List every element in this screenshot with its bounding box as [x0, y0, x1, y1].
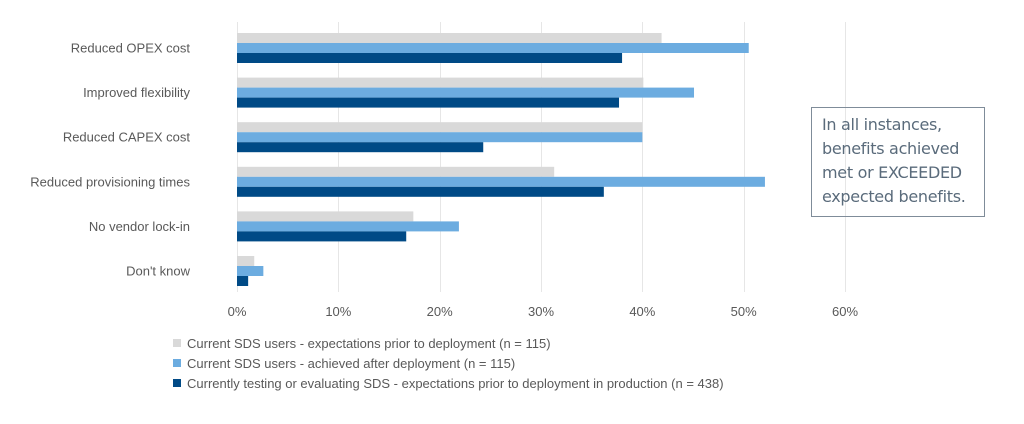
legend-label: Current SDS users - expectations prior t…	[187, 335, 551, 351]
legend-swatch	[173, 379, 181, 387]
callout-box: In all instances, benefits achieved met …	[811, 107, 985, 217]
bar	[237, 176, 765, 187]
bar	[237, 87, 695, 98]
legend-swatch	[173, 359, 181, 367]
bar	[237, 256, 255, 266]
category-label: Improved flexibility	[83, 85, 190, 100]
category-label: Reduced provisioning times	[30, 174, 190, 189]
callout-line: met or EXCEEDED	[822, 163, 962, 182]
bar	[237, 122, 643, 133]
legend: Current SDS users - expectations prior t…	[173, 333, 724, 393]
category-labels: Reduced OPEX cost Improved flexibility Red…	[30, 41, 190, 279]
bar	[237, 221, 459, 232]
bar	[237, 211, 414, 222]
bars	[237, 33, 765, 286]
x-tick-label: 20%	[427, 304, 453, 319]
category-label: Don't know	[126, 264, 191, 279]
x-tick-label: 60%	[832, 304, 858, 319]
category-label: Reduced OPEX cost	[71, 41, 191, 56]
callout-line: benefits achieved	[822, 139, 960, 158]
bar	[237, 266, 264, 276]
legend-item: Current SDS users - achieved after deplo…	[173, 353, 724, 373]
x-tick-label: 0%	[228, 304, 247, 319]
bar	[237, 33, 662, 43]
bar	[237, 142, 484, 153]
bar	[237, 77, 644, 88]
bar	[237, 276, 249, 286]
bar	[237, 53, 623, 63]
legend-label: Current SDS users - achieved after deplo…	[187, 355, 516, 371]
bar	[237, 186, 604, 197]
category-label: No vendor lock-in	[89, 219, 190, 234]
x-tick-label: 10%	[325, 304, 351, 319]
bar	[237, 166, 555, 177]
bar	[237, 231, 407, 242]
x-tick-label: 30%	[528, 304, 554, 319]
callout-line: expected benefits.	[822, 187, 966, 206]
x-tick-label: 40%	[629, 304, 655, 319]
legend-item: Currently testing or evaluating SDS - ex…	[173, 373, 724, 393]
x-axis-tick-labels: 0% 10% 20% 30% 40% 50% 60%	[228, 304, 859, 319]
category-label: Reduced CAPEX cost	[63, 130, 191, 145]
gridlines	[237, 22, 846, 292]
callout-line: In all instances,	[822, 115, 942, 134]
legend-swatch	[173, 339, 181, 347]
bar	[237, 97, 620, 108]
bar	[237, 43, 749, 53]
x-tick-label: 50%	[731, 304, 757, 319]
legend-item: Current SDS users - expectations prior t…	[173, 333, 724, 353]
bar	[237, 132, 643, 143]
legend-label: Currently testing or evaluating SDS - ex…	[187, 375, 724, 391]
